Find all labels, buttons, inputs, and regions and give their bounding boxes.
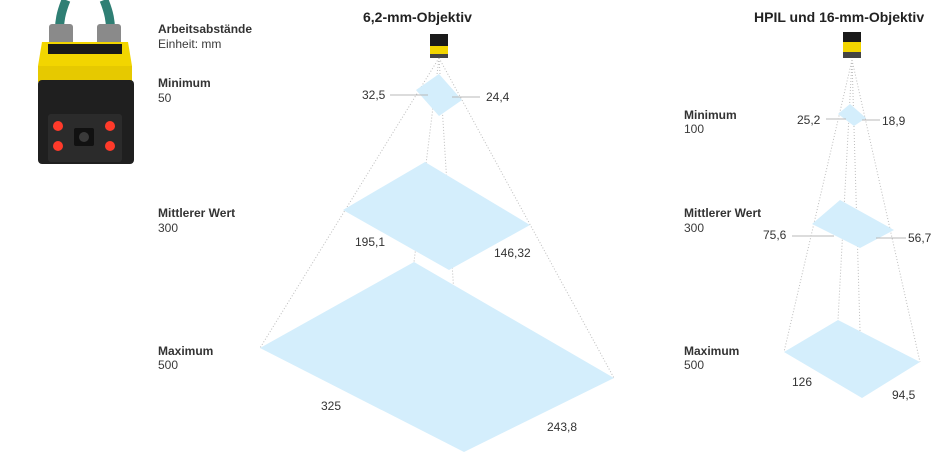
lens-b-max-height: 94,5	[892, 388, 916, 402]
lens-b-level-distance-min: 100	[684, 122, 705, 136]
lens-a-min-height: 24,4	[486, 90, 510, 104]
camera-small-icon	[430, 34, 448, 58]
lens-a-max-height: 243,8	[547, 420, 578, 434]
lens-b-mid-width: 75,6	[763, 228, 787, 242]
field-mid-b	[812, 200, 894, 248]
lens-a-level-distance-min: 50	[158, 91, 172, 105]
lens-a-min-width: 32,5	[362, 88, 386, 102]
field-mid	[343, 162, 530, 270]
camera-small-icon-b	[843, 32, 861, 58]
lens-b-level-name-mid: Mittlerer Wert	[684, 206, 762, 220]
lens-b-level-distance-mid: 300	[684, 221, 705, 235]
lens-b-max-width: 126	[792, 375, 813, 389]
field-max-b	[784, 320, 920, 398]
header-title: Arbeitsabstände	[158, 22, 253, 36]
lens-b-mid-height: 56,7	[908, 231, 932, 245]
lens-a-level-name-min: Minimum	[158, 76, 211, 90]
lens-b-level-name-max: Maximum	[684, 344, 740, 358]
lens-b-diagram	[783, 32, 921, 399]
lens-a-max-width: 325	[321, 399, 342, 413]
field-max	[260, 262, 614, 452]
lens-a-title: 6,2-mm-Objektiv	[363, 9, 472, 25]
lens-b-level-distance-max: 500	[684, 358, 705, 372]
lens-b-min-width: 25,2	[797, 113, 821, 127]
lens-b-title: HPIL und 16-mm-Objektiv	[754, 9, 925, 25]
lens-a-diagram	[259, 34, 615, 453]
camera-photo	[38, 0, 134, 164]
field-min	[416, 74, 462, 116]
lens-a-mid-height: 146,32	[494, 246, 531, 260]
lens-a-mid-width: 195,1	[355, 235, 386, 249]
header-unit: Einheit: mm	[158, 37, 222, 51]
lens-a-level-distance-max: 500	[158, 358, 179, 372]
lens-a-level-name-max: Maximum	[158, 344, 214, 358]
lens-b-level-name-min: Minimum	[684, 108, 737, 122]
field-min-b	[838, 104, 866, 126]
lens-a-level-name-mid: Mittlerer Wert	[158, 206, 236, 220]
lens-a-level-distance-mid: 300	[158, 221, 179, 235]
lens-b-min-height: 18,9	[882, 114, 906, 128]
